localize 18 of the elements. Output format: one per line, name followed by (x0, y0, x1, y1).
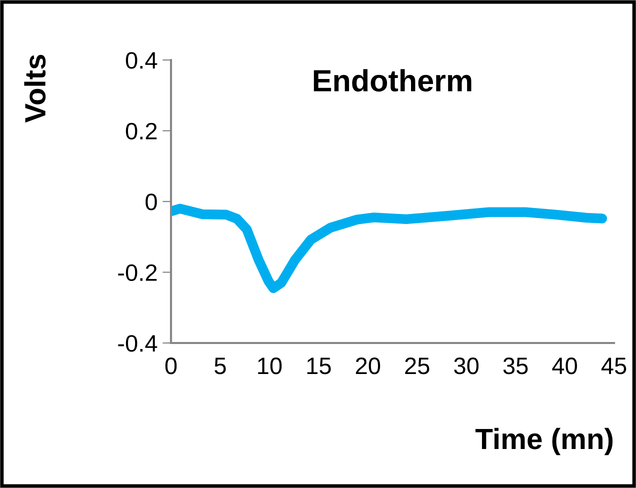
x-tick-label: 0 (165, 358, 177, 374)
x-tick-label: 45 (601, 358, 626, 374)
y-tick-label: -0.4 (118, 335, 158, 352)
y-tick-label: -0.2 (118, 264, 157, 282)
chart-title: Endotherm (314, 69, 472, 92)
y-tick-label: 0.2 (126, 122, 157, 140)
x-tick-label: 5 (214, 358, 226, 374)
y-tick-label: 0 (146, 194, 157, 210)
x-tick-label: 20 (356, 358, 380, 374)
x-tick-label: 25 (405, 358, 430, 374)
x-tick-label: 40 (552, 358, 577, 374)
x-tick-label: 15 (307, 358, 331, 374)
x-tick-label: 35 (503, 358, 528, 374)
y-axis-title: Volts (24, 54, 46, 123)
x-axis-title: Time (mn) (475, 428, 613, 456)
x-tick-label: 30 (454, 358, 479, 374)
y-tick-label: 0.4 (126, 52, 158, 69)
x-tick-label: 10 (258, 358, 282, 374)
